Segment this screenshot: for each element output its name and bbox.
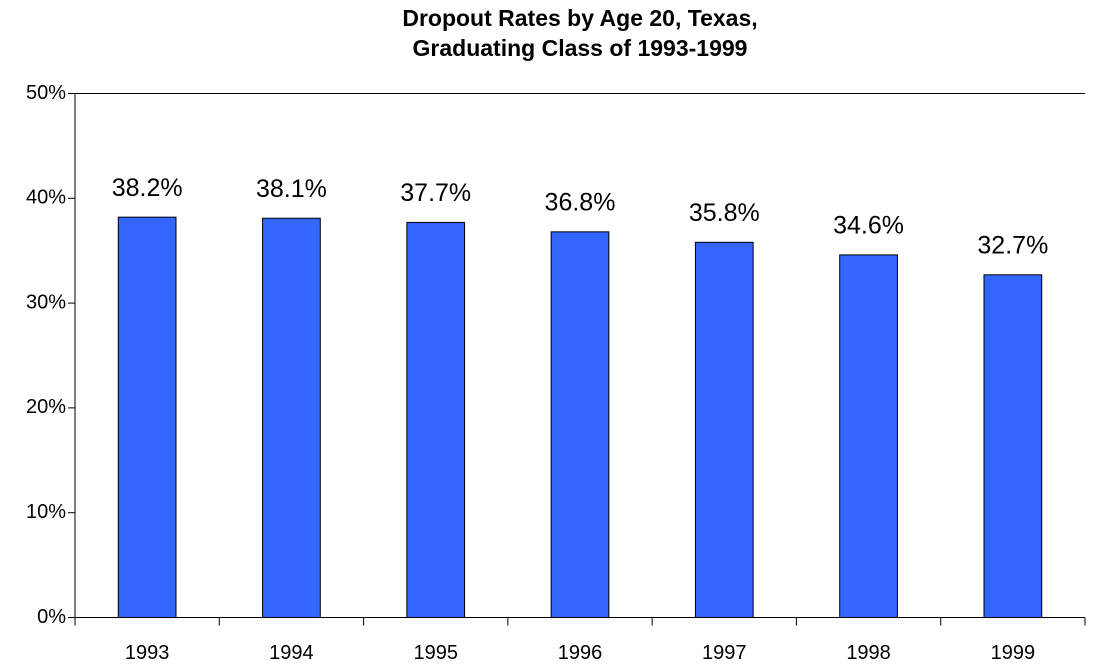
x-tick-label: 1995 [413,642,458,664]
data-label: 36.8% [545,188,616,216]
bar [406,221,466,619]
data-label: 35.8% [689,199,760,227]
data-label: 34.6% [833,212,904,240]
data-label: 38.2% [112,174,183,202]
x-tick-label: 1996 [558,642,603,664]
y-tick-label: 0% [37,606,66,628]
bar [839,254,898,618]
bar [550,231,610,618]
bar [117,216,177,618]
data-label: 32.7% [977,231,1048,259]
bar [694,241,754,618]
data-label: 37.7% [400,179,471,207]
x-tick-label: 1998 [846,642,891,664]
bar [262,217,321,618]
y-tick-label: 10% [26,501,66,523]
data-label: 38.1% [256,175,327,203]
x-tick-label: 1997 [702,642,747,664]
chart-title: Graduating Class of 1993-1999 [413,35,748,61]
y-tick-label: 20% [26,396,66,418]
bar [983,274,1043,618]
y-tick-label: 50% [26,82,66,104]
x-tick-label: 1994 [269,642,314,664]
y-tick-label: 40% [26,187,66,209]
x-tick-label: 1993 [125,642,170,664]
chart-title: Dropout Rates by Age 20, Texas, [402,5,757,31]
x-tick-label: 1999 [991,642,1036,664]
y-tick-label: 30% [26,291,66,313]
